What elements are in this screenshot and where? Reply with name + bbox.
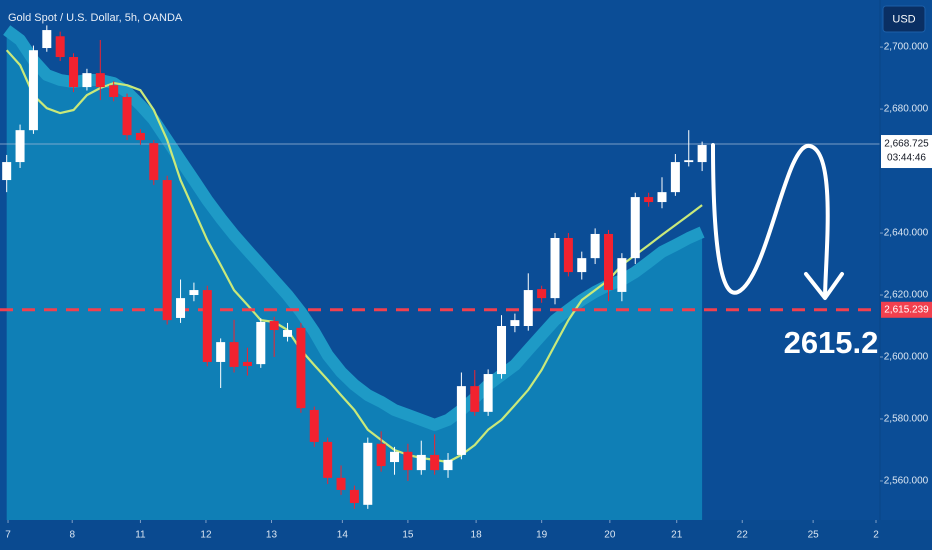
indicator-line: [5, 49, 703, 464]
candle-body: [42, 30, 52, 49]
last-price-label: 2,668.725: [884, 139, 929, 150]
chart-title: Gold Spot / U.S. Dollar, 5h, OANDA: [8, 12, 183, 24]
y-tick-label: 2,640.000: [884, 228, 929, 239]
candle-body: [95, 73, 105, 88]
plot-area: [0, 25, 880, 520]
x-axis-panel: [0, 520, 932, 550]
candle-body: [550, 237, 560, 299]
candle-body: [470, 386, 480, 412]
x-tick-label: 8: [69, 530, 75, 541]
candle-body: [229, 342, 239, 367]
candle-body: [376, 443, 386, 467]
candle-body: [269, 321, 279, 331]
candle-body: [82, 73, 92, 88]
level-price-label: 2,615.239: [884, 304, 929, 315]
candle-body: [336, 477, 346, 490]
candle-body: [604, 233, 614, 291]
x-tick-label: 22: [737, 530, 749, 541]
candle-body: [617, 258, 627, 292]
candle-body: [657, 192, 667, 203]
x-tick-label: 20: [604, 530, 616, 541]
candle-body: [684, 160, 694, 163]
candle-body: [28, 50, 38, 131]
candle-body: [69, 57, 79, 88]
candle-body: [363, 442, 373, 505]
x-tick-label: 7: [5, 530, 11, 541]
candle-body: [216, 342, 226, 362]
candle-body: [644, 197, 654, 203]
annotation: 2615.2: [784, 325, 879, 360]
candle-body: [430, 454, 440, 471]
candle-body: [577, 258, 587, 273]
x-tick-label: 2: [873, 530, 879, 541]
last-price-box: [881, 135, 932, 169]
candle-body: [283, 330, 293, 337]
candle-body: [349, 489, 359, 503]
candle-body: [497, 326, 507, 375]
candle-body: [122, 96, 132, 136]
y-tick-label: 2,600.000: [884, 352, 929, 363]
candle-body: [390, 451, 400, 463]
y-tick-label: 2,620.000: [884, 290, 929, 301]
y-tick-label: 2,560.000: [884, 476, 929, 487]
x-tick-label: 25: [808, 530, 820, 541]
candle-body: [537, 289, 547, 299]
candle-body: [2, 162, 12, 181]
x-tick-label: 13: [266, 530, 278, 541]
candle-body: [670, 162, 680, 193]
candle-body: [256, 321, 266, 365]
y-tick-label: 2,580.000: [884, 414, 929, 425]
y-tick-label: 2,700.000: [884, 42, 929, 53]
candle-body: [563, 237, 573, 273]
candle-body: [309, 409, 319, 442]
candle-body: [202, 290, 212, 362]
candle-body: [403, 451, 413, 471]
currency-button[interactable]: [882, 5, 926, 33]
x-tick-label: 15: [402, 530, 414, 541]
candle-body: [162, 180, 172, 321]
x-tick-label: 18: [471, 530, 483, 541]
x-tick-label: 21: [671, 530, 683, 541]
candle-body: [242, 361, 252, 366]
drawn-arrow: [711, 143, 830, 298]
candle-body: [176, 298, 186, 318]
candle-body: [55, 36, 65, 58]
candle-body: [109, 85, 119, 97]
candle-body: [189, 290, 199, 296]
countdown-label: 03:44:46: [887, 153, 926, 164]
candle-body: [630, 197, 640, 259]
candle-body: [323, 441, 333, 478]
candle-body: [590, 233, 600, 259]
y-tick-label: 2,680.000: [884, 104, 929, 115]
candle-body: [135, 132, 145, 141]
candle-body: [149, 143, 159, 181]
candle-body: [510, 320, 520, 327]
currency-label[interactable]: USD: [892, 13, 915, 25]
level-price-box: [881, 301, 932, 318]
candle-body: [523, 290, 533, 327]
candle-body: [456, 386, 466, 455]
candle-body: [296, 327, 306, 409]
arrow-head: [804, 272, 844, 300]
candle-body: [697, 145, 707, 163]
candle-body: [416, 454, 426, 471]
x-tick-label: 11: [135, 530, 146, 541]
x-tick-label: 19: [536, 530, 548, 541]
candle-body: [483, 374, 493, 412]
candle-body: [443, 459, 453, 471]
candle-body: [15, 130, 25, 163]
x-tick-label: 12: [200, 530, 212, 541]
x-tick-label: 14: [337, 530, 349, 541]
indicator-area: [6, 30, 703, 520]
